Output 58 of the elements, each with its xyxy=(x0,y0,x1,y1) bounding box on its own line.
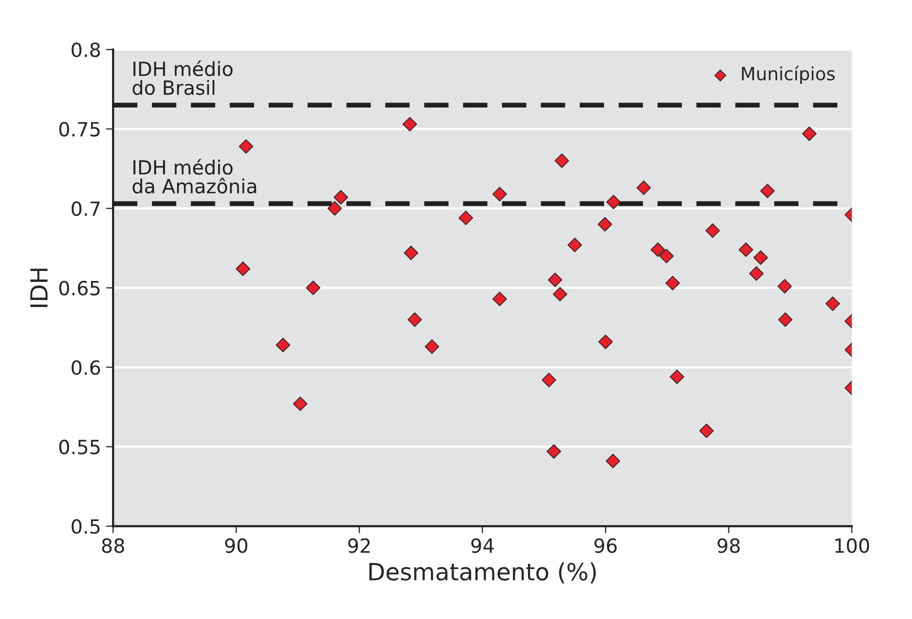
ref-line-label: IDH médio do Brasil xyxy=(132,60,233,96)
y-tick-label: 0.8 xyxy=(72,42,100,58)
point xyxy=(552,286,568,302)
x-tick-label: 98 xyxy=(718,538,740,554)
point xyxy=(665,276,680,290)
point xyxy=(306,280,320,296)
y-tick-label: 0.6 xyxy=(72,360,100,375)
point xyxy=(636,180,651,195)
y-tick-label: 0.7 xyxy=(72,201,100,216)
point xyxy=(408,312,422,327)
point xyxy=(598,217,612,232)
y-axis-title: IDH xyxy=(30,268,48,307)
point xyxy=(753,250,768,265)
point xyxy=(546,444,562,459)
point xyxy=(238,139,254,154)
point xyxy=(705,223,720,238)
point xyxy=(276,338,290,352)
x-tick-label: 94 xyxy=(471,538,494,554)
point xyxy=(404,246,418,260)
point xyxy=(542,372,556,388)
x-tick-label: 100 xyxy=(835,538,870,554)
y-tick-label: 0.75 xyxy=(59,122,100,137)
x-tick-label: 88 xyxy=(102,538,124,554)
x-tick-label: 92 xyxy=(348,538,370,554)
point xyxy=(492,186,507,202)
ref-line-label: IDH médio da Amazônia xyxy=(132,158,256,194)
point xyxy=(236,262,250,276)
point xyxy=(334,190,348,204)
point xyxy=(492,292,507,306)
point xyxy=(606,454,620,468)
point xyxy=(826,296,840,311)
y-tick-label: 0.55 xyxy=(59,440,100,454)
point xyxy=(402,116,418,132)
point xyxy=(659,248,674,264)
point xyxy=(738,242,754,257)
x-tick-label: 90 xyxy=(225,538,248,554)
point xyxy=(458,210,474,226)
point xyxy=(568,238,582,252)
y-tick-label: 0.65 xyxy=(59,280,100,296)
x-tick-label: 96 xyxy=(594,538,617,554)
point xyxy=(749,266,764,281)
point xyxy=(424,339,440,354)
point xyxy=(699,424,714,438)
point xyxy=(670,370,684,384)
point xyxy=(548,272,562,288)
point xyxy=(650,242,666,257)
point xyxy=(778,312,793,327)
x-axis-title: Desmatamento (%) xyxy=(369,562,596,584)
y-tick-label: 0.5 xyxy=(72,519,100,534)
point xyxy=(760,184,775,198)
point xyxy=(327,201,342,216)
point xyxy=(598,334,613,350)
point xyxy=(606,194,621,210)
point xyxy=(802,126,817,141)
point xyxy=(554,154,570,168)
legend-label: Municípios xyxy=(742,66,835,84)
point xyxy=(293,396,308,412)
point xyxy=(777,279,792,294)
